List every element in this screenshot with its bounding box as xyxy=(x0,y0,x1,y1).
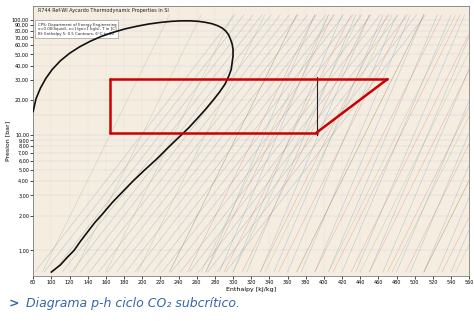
Text: CPS: Department of Energy Engineering
x=0.00(liquid), x=1(go=1 kg/s), T in [C]
B: CPS: Department of Energy Engineering x=… xyxy=(37,22,116,36)
Text: Diagrama p-h ciclo CO₂ subcrítico.: Diagrama p-h ciclo CO₂ subcrítico. xyxy=(26,297,240,310)
X-axis label: Enthalpy [kJ/kg]: Enthalpy [kJ/kg] xyxy=(226,287,276,291)
Text: >: > xyxy=(9,297,24,310)
Text: R744 Ref-WI Aycardo Thermodynamic Properties in SI: R744 Ref-WI Aycardo Thermodynamic Proper… xyxy=(37,8,168,13)
Y-axis label: Presion [bar]: Presion [bar] xyxy=(6,121,10,161)
